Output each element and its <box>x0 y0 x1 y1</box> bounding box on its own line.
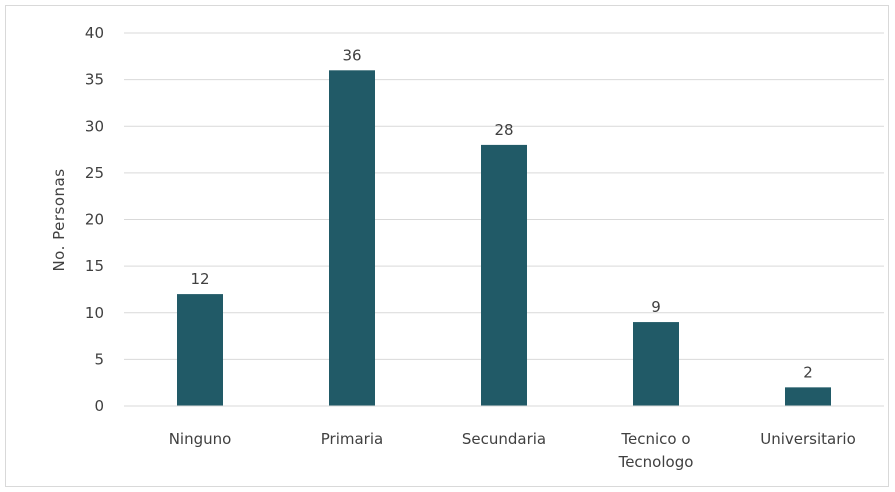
chart-frame <box>5 5 889 487</box>
data-label: 28 <box>494 121 513 139</box>
y-axis-label: No. Personas <box>50 168 68 271</box>
bar <box>177 294 223 406</box>
data-label: 36 <box>342 46 361 64</box>
bar <box>329 70 375 407</box>
bars <box>177 70 831 407</box>
y-tick-label: 0 <box>94 397 104 415</box>
y-tick-label: 5 <box>94 350 104 368</box>
y-axis-ticks: 0 5 10 15 20 25 30 35 40 <box>85 24 104 415</box>
bar <box>481 144 527 406</box>
x-axis-categories: Ninguno Primaria Secundaria Tecnico o Tecnol… <box>169 430 856 471</box>
data-label: 9 <box>651 298 661 316</box>
category-label: Secundaria <box>462 430 546 448</box>
data-labels: 12 36 28 9 2 <box>190 46 812 381</box>
y-tick-label: 15 <box>85 257 104 275</box>
y-tick-label: 10 <box>85 304 104 322</box>
data-label: 2 <box>803 363 813 381</box>
category-label: Primaria <box>321 430 383 448</box>
y-tick-label: 30 <box>85 117 104 135</box>
y-tick-label: 35 <box>85 71 104 89</box>
data-label: 12 <box>190 270 209 288</box>
bar <box>633 322 679 406</box>
category-label: Universitario <box>760 430 856 448</box>
category-label: Tecnico o Tecnologo <box>618 430 694 471</box>
y-tick-label: 40 <box>85 24 104 42</box>
bar <box>785 387 831 406</box>
category-label: Ninguno <box>169 430 232 448</box>
y-tick-label: 25 <box>85 164 104 182</box>
y-tick-label: 20 <box>85 211 104 229</box>
